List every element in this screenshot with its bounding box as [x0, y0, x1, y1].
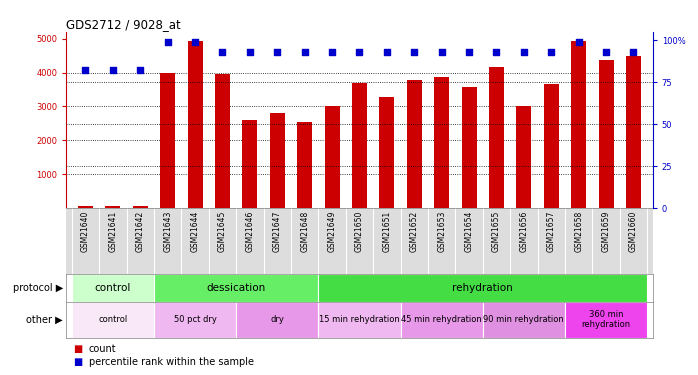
Bar: [154, 274, 318, 302]
Bar: [461, 87, 477, 208]
Bar: [544, 84, 559, 208]
Text: rehydration: rehydration: [452, 283, 513, 293]
Point: [463, 49, 475, 55]
Bar: [407, 80, 422, 208]
Point: [162, 39, 173, 45]
Bar: [160, 72, 175, 208]
Text: GSM21646: GSM21646: [246, 211, 254, 252]
Point: [600, 49, 611, 55]
Point: [80, 68, 91, 74]
Bar: [434, 77, 450, 208]
Point: [217, 49, 228, 55]
Point: [299, 49, 310, 55]
Bar: [401, 302, 483, 338]
Point: [189, 39, 200, 45]
Text: 15 min rehydration: 15 min rehydration: [319, 315, 400, 324]
Text: control: control: [95, 283, 131, 293]
Text: GSM21642: GSM21642: [136, 211, 144, 252]
Text: GSM21645: GSM21645: [218, 211, 227, 252]
Bar: [517, 106, 531, 208]
Point: [354, 49, 365, 55]
Text: GSM21650: GSM21650: [355, 211, 364, 252]
Text: control: control: [98, 315, 128, 324]
Bar: [483, 302, 565, 338]
Bar: [318, 274, 647, 302]
Bar: [215, 74, 230, 208]
Text: GSM21657: GSM21657: [547, 211, 556, 252]
Bar: [72, 302, 154, 338]
Point: [436, 49, 447, 55]
Text: GSM21656: GSM21656: [519, 211, 528, 252]
Bar: [72, 274, 154, 302]
Text: 90 min rehydration: 90 min rehydration: [484, 315, 564, 324]
Text: dry: dry: [270, 315, 284, 324]
Text: 360 min
rehydration: 360 min rehydration: [581, 310, 630, 329]
Text: percentile rank within the sample: percentile rank within the sample: [89, 357, 253, 367]
Text: GSM21652: GSM21652: [410, 211, 419, 252]
Bar: [242, 120, 258, 208]
Bar: [105, 206, 121, 208]
Text: GSM21648: GSM21648: [300, 211, 309, 252]
Point: [272, 49, 283, 55]
Point: [519, 49, 530, 55]
Text: other ▶: other ▶: [27, 315, 63, 325]
Bar: [154, 302, 236, 338]
Text: GDS2712 / 9028_at: GDS2712 / 9028_at: [66, 18, 181, 31]
Bar: [565, 302, 647, 338]
Bar: [571, 40, 586, 208]
Point: [573, 39, 584, 45]
Point: [628, 49, 639, 55]
Text: GSM21640: GSM21640: [81, 211, 90, 252]
Bar: [297, 122, 312, 208]
Text: protocol ▶: protocol ▶: [13, 283, 63, 293]
Bar: [598, 60, 614, 208]
Text: count: count: [89, 344, 117, 354]
Point: [381, 49, 392, 55]
Text: ■: ■: [73, 357, 82, 367]
Bar: [626, 56, 641, 208]
Text: GSM21658: GSM21658: [574, 211, 583, 252]
Text: GSM21655: GSM21655: [492, 211, 501, 252]
Text: GSM21654: GSM21654: [465, 211, 473, 252]
Bar: [269, 112, 285, 208]
Text: GSM21659: GSM21659: [602, 211, 611, 252]
Bar: [489, 68, 504, 208]
Bar: [379, 97, 394, 208]
Text: GSM21649: GSM21649: [327, 211, 336, 252]
Bar: [133, 206, 148, 208]
Text: dessication: dessication: [207, 283, 266, 293]
Text: GSM21653: GSM21653: [437, 211, 446, 252]
Point: [491, 49, 502, 55]
Text: GSM21651: GSM21651: [383, 211, 392, 252]
Text: 50 pct dry: 50 pct dry: [174, 315, 216, 324]
Point: [327, 49, 338, 55]
Point: [244, 49, 255, 55]
Bar: [352, 83, 367, 208]
Text: GSM21647: GSM21647: [273, 211, 282, 252]
Point: [409, 49, 420, 55]
Text: GSM21660: GSM21660: [629, 211, 638, 252]
Point: [107, 68, 119, 74]
Point: [135, 68, 146, 74]
Bar: [236, 302, 318, 338]
Text: GSM21643: GSM21643: [163, 211, 172, 252]
Bar: [325, 106, 340, 208]
Text: ■: ■: [73, 344, 82, 354]
Bar: [318, 302, 401, 338]
Text: GSM21644: GSM21644: [191, 211, 200, 252]
Text: GSM21641: GSM21641: [108, 211, 117, 252]
Bar: [78, 206, 93, 208]
Text: 45 min rehydration: 45 min rehydration: [401, 315, 482, 324]
Bar: [188, 40, 202, 208]
Point: [546, 49, 557, 55]
